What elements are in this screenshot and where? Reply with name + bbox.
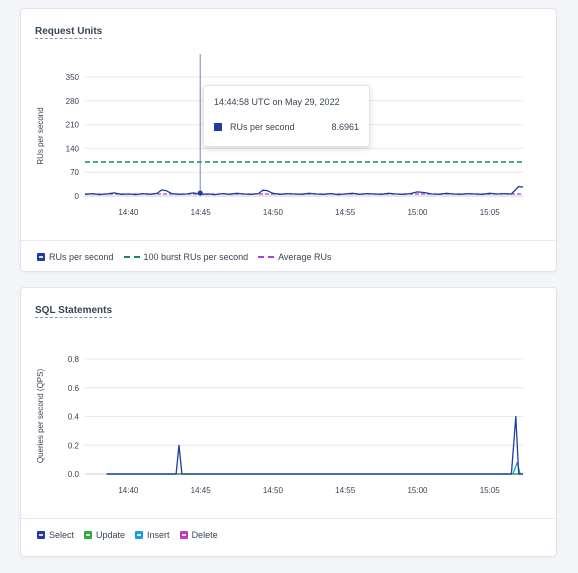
legend-label-select: Select [49,530,75,540]
legend-swatch-delete [179,531,188,539]
y-tick-label: 280 [66,97,80,106]
x-tick-label: 14:55 [335,208,356,217]
tooltip-series-label: RUs per second [230,122,295,132]
request-units-title[interactable]: Request Units [35,26,103,39]
legend-item-select[interactable]: Select [37,530,74,540]
legend-item-burst[interactable]: 100 burst RUs per second [123,252,249,262]
legend-item-insert[interactable]: Insert [135,530,170,540]
legend-item-update[interactable]: Update [84,530,125,540]
sql-statements-legend: Select Update Insert Delete [37,530,228,540]
x-tick-label: 14:45 [191,208,212,217]
tooltip-swatch [214,123,222,131]
x-tick-label: 14:40 [118,208,139,217]
y-tick-label: 0.6 [68,384,80,393]
legend-swatch-ru [37,253,45,261]
x-tick-label: 15:05 [480,486,501,495]
legend-label-delete: Delete [191,530,218,540]
x-tick-label: 14:55 [335,486,356,495]
series-line-rus-per-second[interactable] [84,185,524,196]
chart-tooltip: 14:44:58 UTC on May 29, 2022 RUs per sec… [203,85,370,147]
request-units-chart[interactable]: 0 70 140 210 280 350 14:40 14:45 14:50 14:55 15:00… [21,9,556,234]
legend-label-insert: Insert [147,530,170,540]
request-units-card: Request Units 0 70 140 210 280 350 14:40 14:45 1… [20,8,557,272]
legend-swatch-insert [135,531,144,539]
x-tick-label: 14:50 [263,486,284,495]
tooltip-row: RUs per second 8.6961 [214,122,359,132]
y-tick-label: 210 [66,121,80,130]
legend-swatch-select [37,531,45,539]
legend-item-ru[interactable]: RUs per second [37,252,114,262]
y-tick-label: 70 [70,168,79,177]
y-tick-label: 0 [75,192,80,201]
y-axis-label: Queries per second (QPS) [36,369,45,464]
x-tick-label: 15:00 [407,486,428,495]
x-tick-label: 15:00 [407,208,428,217]
y-tick-label: 0.4 [68,413,80,422]
y-tick-label: 140 [66,144,80,153]
y-tick-label: 350 [66,73,80,82]
request-units-legend: RUs per second 100 burst RUs per second … [37,252,341,262]
request-units-legend-row: RUs per second 100 burst RUs per second … [21,240,556,273]
y-tick-label: 0.0 [68,470,80,479]
y-tick-label: 0.2 [68,441,80,450]
legend-label-burst: 100 burst RUs per second [143,252,249,262]
hover-point[interactable] [197,190,203,196]
x-tick-label: 15:05 [480,208,501,217]
y-tick-label: 0.8 [68,355,80,364]
series-line-select[interactable] [106,415,523,475]
x-tick-label: 14:40 [118,486,139,495]
legend-label-update: Update [96,530,126,540]
legend-label-ru: RUs per second [49,252,114,262]
series-line-insert[interactable] [106,461,523,475]
legend-swatch-burst [123,256,140,258]
x-tick-label: 14:50 [263,208,284,217]
tooltip-time: 14:44:58 UTC on May 29, 2022 [214,97,340,107]
sql-statements-legend-row: Select Update Insert Delete [21,518,556,551]
legend-item-average[interactable]: Average RUs [258,252,331,262]
sql-statements-title[interactable]: SQL Statements [35,305,113,318]
y-axis-label: RUs per second [36,107,45,164]
legend-swatch-update [84,531,93,539]
sql-statements-card: SQL Statements 0.0 0.2 0.4 0.6 0.8 14:40 14:45… [20,287,557,557]
sql-statements-chart[interactable]: 0.0 0.2 0.4 0.6 0.8 14:40 14:45 14:50 14:55 15:00… [21,288,556,513]
legend-item-delete[interactable]: Delete [179,530,218,540]
legend-swatch-average [258,256,275,258]
legend-label-average: Average RUs [278,252,332,262]
x-tick-label: 14:45 [191,486,212,495]
tooltip-value: 8.6961 [331,122,359,132]
